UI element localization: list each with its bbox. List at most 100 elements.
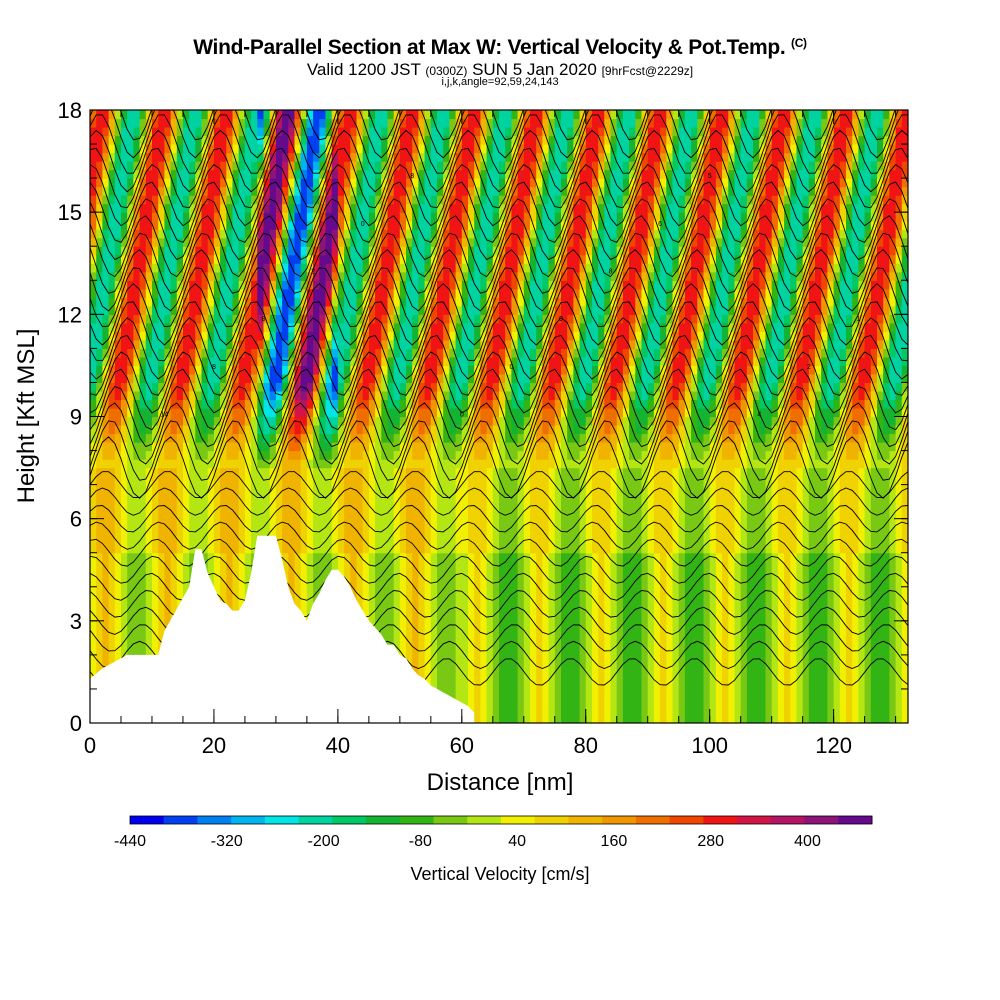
field-cell: [121, 220, 128, 230]
field-cell: [437, 484, 444, 494]
field-cell: [399, 612, 407, 622]
field-cell: [127, 178, 134, 188]
field-cell: [325, 348, 333, 358]
field-cell: [257, 127, 265, 137]
field-cell: [455, 161, 463, 171]
field-cell: [486, 459, 494, 469]
field-cell: [412, 595, 419, 605]
field-cell: [220, 212, 227, 222]
field-cell: [375, 144, 382, 154]
field-cell: [418, 288, 426, 298]
field-cell: [393, 620, 401, 630]
field-cell: [158, 399, 165, 409]
field-cell: [350, 271, 358, 281]
field-cell: [492, 152, 500, 162]
field-cell: [313, 195, 320, 205]
field-cell: [350, 416, 358, 426]
field-cell: [443, 365, 450, 375]
field-cell: [430, 127, 438, 137]
field-cell: [238, 382, 246, 392]
field-cell: [418, 356, 426, 367]
field-cell: [108, 186, 116, 196]
field-cell: [387, 544, 395, 554]
field-cell: [468, 331, 475, 341]
field-cell: [375, 620, 382, 630]
field-cell: [288, 569, 296, 579]
field-cell: [176, 169, 184, 179]
field-cell: [350, 348, 358, 358]
field-cell: [127, 578, 134, 588]
field-cell: [282, 348, 289, 358]
field-cell: [90, 391, 97, 401]
field-cell: [213, 152, 221, 162]
field-cell: [344, 288, 351, 298]
field-cell: [449, 297, 457, 307]
field-cell: [368, 476, 376, 486]
field-cell: [474, 612, 481, 622]
field-cell: [319, 314, 327, 324]
field-cell: [511, 110, 519, 120]
field-cell: [232, 450, 240, 460]
field-cell: [381, 288, 389, 298]
field-cell: [492, 450, 500, 460]
field-cell: [375, 280, 382, 290]
field-cell: [356, 144, 364, 154]
field-cell: [300, 263, 308, 273]
field-cell: [424, 254, 432, 264]
field-cell: [461, 527, 469, 537]
field-cell: [325, 254, 333, 264]
field-cell: [474, 391, 481, 401]
field-cell: [505, 595, 512, 605]
field-cell: [375, 518, 382, 528]
field-cell: [158, 612, 165, 622]
field-cell: [387, 322, 395, 332]
field-cell: [480, 195, 488, 205]
field-cell: [300, 382, 308, 392]
field-cell: [213, 297, 221, 307]
field-cell: [474, 527, 481, 537]
field-cell: [114, 178, 122, 188]
field-cell: [406, 620, 413, 630]
field-cell: [511, 433, 519, 443]
field-cell: [517, 680, 525, 690]
field-cell: [406, 578, 413, 588]
field-cell: [127, 552, 134, 562]
field-cell: [152, 603, 159, 613]
field-cell: [424, 501, 432, 511]
field-cell: [183, 348, 190, 358]
field-cell: [387, 212, 395, 222]
field-cell: [226, 450, 234, 460]
field-cell: [381, 382, 389, 392]
field-cell: [294, 339, 302, 350]
field-cell: [362, 501, 370, 511]
field-cell: [145, 254, 153, 264]
field-cell: [331, 391, 339, 401]
field-cell: [152, 322, 159, 332]
field-cell: [139, 169, 147, 179]
field-cell: [387, 467, 395, 477]
field-cell: [399, 220, 407, 230]
field-cell: [127, 161, 134, 171]
field-cell: [449, 595, 457, 605]
field-cell: [220, 391, 227, 401]
field-cell: [331, 246, 339, 256]
field-cell: [201, 484, 209, 494]
field-cell: [306, 433, 314, 443]
field-cell: [387, 195, 395, 205]
field-cell: [288, 373, 296, 384]
field-cell: [207, 178, 215, 188]
field-cell: [344, 203, 351, 213]
field-cell: [213, 110, 221, 120]
field-cell: [90, 161, 97, 171]
field-cell: [387, 442, 395, 452]
field-cell: [331, 297, 339, 307]
field-cell: [492, 612, 500, 622]
field-cell: [418, 322, 426, 332]
field-cell: [139, 348, 147, 358]
field-cell: [387, 476, 395, 486]
field-cell: [232, 484, 240, 494]
field-cell: [499, 356, 506, 367]
field-cell: [455, 433, 463, 443]
field-cell: [121, 212, 128, 222]
field-cell: [164, 254, 172, 264]
